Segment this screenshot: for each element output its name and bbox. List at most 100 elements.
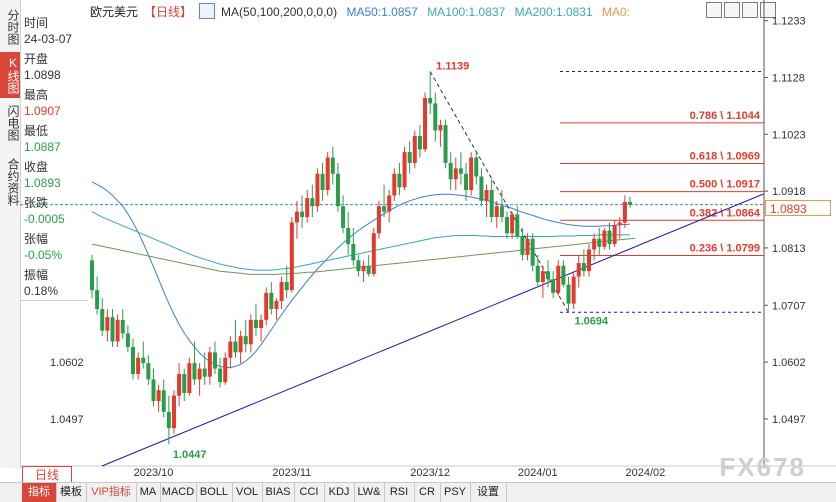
candle-body (530, 238, 535, 266)
candle (161, 379, 166, 418)
toolbar-tab-vip-2[interactable]: VIP指标 (86, 483, 137, 502)
indicator-toolbar: 指标 模板 VIP指标 MA MACD BOLL VOL BIAS CCI KDJ LW& RSI CR… (0, 482, 836, 502)
candle (141, 341, 146, 369)
candle (166, 395, 171, 445)
scroll-left-icon[interactable] (742, 2, 758, 18)
candle-body (602, 230, 607, 247)
candle (300, 195, 305, 228)
candle-body (479, 176, 484, 201)
tab-flash-chart[interactable]: 闪电图 (6, 105, 20, 141)
toolbar-tab--1[interactable]: 模板 (56, 483, 87, 502)
candle (253, 303, 258, 337)
candle (423, 92, 428, 153)
info-amp-value: 0.18% (24, 284, 59, 298)
candle-body (223, 357, 228, 383)
candle-body (392, 173, 397, 196)
toolbar-tab-rsi[interactable]: RSI (384, 483, 415, 502)
candle-body (622, 201, 627, 223)
candle (448, 152, 453, 190)
candle (607, 222, 612, 250)
candle (248, 314, 253, 353)
candle-body (617, 222, 622, 226)
toolbar-tab-vol[interactable]: VOL (232, 483, 263, 502)
origin-low-label: 1.0447 (173, 449, 207, 461)
swing-high-label: 1.1139 (436, 60, 469, 72)
zoom-in-icon[interactable] (706, 2, 722, 18)
candle-body (540, 271, 545, 282)
candle-body (320, 173, 325, 190)
info-open-label: 开盘 (24, 52, 49, 66)
candle (171, 390, 176, 434)
tab-contract-info[interactable]: 合约资料 (6, 158, 20, 206)
candle-body (212, 352, 217, 369)
y-tick-label: 1.1128 (772, 72, 805, 84)
candle-body (520, 236, 525, 255)
candle-body (458, 168, 463, 174)
info-amp-label: 振幅 (24, 268, 49, 282)
y-tick-label: 1.0707 (772, 300, 806, 312)
candle (499, 190, 504, 223)
toolbar-tab-lw[interactable]: LW& (354, 483, 385, 502)
tab-time-chart[interactable]: 分时图 (6, 9, 20, 45)
fib-label-0.786: 0.786 \ 1.1044 (690, 110, 761, 122)
indicator-legend: 欧元美元 【日线】 MA(50,100,200,0,0,0) MA50:1.0857… (90, 3, 636, 19)
candle-body (597, 238, 602, 247)
candle (100, 298, 105, 337)
candle (602, 227, 607, 250)
candle (136, 352, 141, 380)
toolbar-tab-cci[interactable]: CCI (294, 483, 325, 502)
candle-body (346, 227, 351, 245)
candle-body (90, 260, 94, 291)
toolbar-tab-ma[interactable]: MA (136, 483, 161, 502)
indicator-settings-icon[interactable] (199, 3, 216, 19)
legend-ma0: MA0: (602, 5, 631, 19)
toolbar-tab-cr[interactable]: CR (414, 483, 441, 502)
toolbar-tab-[interactable]: 设置 (470, 483, 507, 502)
candle-body (341, 206, 346, 228)
info-change-label: 张跌 (24, 196, 49, 210)
tab-k-line[interactable]: K线图 (0, 52, 20, 98)
fibonacci-retracement: 0.786 \ 1.1044 0.618 \ 1.0969 0.500 \ 1.09… (20, 70, 764, 313)
legend-ma200: MA200:1.0831 (514, 5, 593, 19)
candle (305, 190, 310, 223)
toolbar-tab-kdj[interactable]: KDJ (324, 483, 355, 502)
candle-body (453, 168, 458, 180)
watermark-logo: FX678 (719, 452, 806, 482)
period-selector[interactable]: 日线 (22, 466, 72, 484)
toolbar-tab-psy[interactable]: PSY (440, 483, 471, 502)
candle-body (397, 173, 402, 188)
candle-body (95, 290, 100, 310)
info-time-value: 24-03-07 (24, 32, 73, 46)
candle-body (556, 265, 561, 293)
toolbar-tab--0[interactable]: 指标 (22, 483, 57, 502)
candle (510, 211, 515, 239)
candle-body (546, 271, 551, 280)
candle-body (161, 390, 166, 412)
candle (540, 265, 545, 299)
candle-body (207, 352, 212, 377)
candle (212, 341, 217, 374)
candle-body (612, 225, 617, 245)
candle (561, 260, 566, 288)
candlesticks (90, 71, 632, 445)
x-tick-label: 2024/02 (625, 467, 665, 479)
toolbar-tab-boll[interactable]: BOLL (196, 483, 233, 502)
candle (274, 298, 279, 320)
candle (366, 254, 371, 277)
candle (243, 319, 248, 353)
y-tick-label: 1.1023 (772, 129, 806, 141)
candle (351, 227, 356, 266)
candle (402, 146, 407, 190)
toolbar-tab-macd[interactable]: MACD (160, 483, 197, 502)
candle (551, 271, 556, 299)
toolbar-tab-bias[interactable]: BIAS (262, 483, 295, 502)
candle (587, 244, 592, 277)
kline-chart[interactable]: 0.786 \ 1.1044 0.618 \ 1.0969 0.500 \ 1.09… (0, 0, 836, 482)
candle (376, 200, 381, 239)
candle-body (218, 368, 223, 383)
info-pct-value: -0.05% (24, 248, 63, 262)
info-open-value: 1.0898 (24, 68, 61, 82)
zoom-out-icon[interactable] (724, 2, 740, 18)
x-tick-label: 2024/01 (518, 467, 558, 479)
candle (346, 211, 351, 255)
